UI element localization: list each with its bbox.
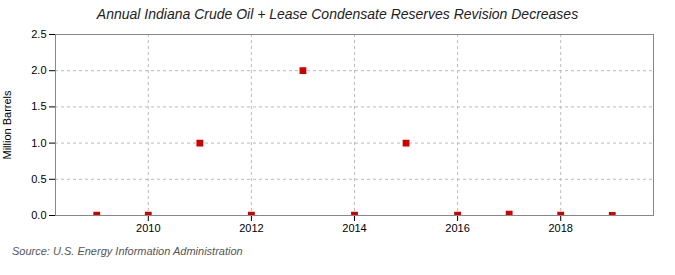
svg-text:2.0: 2.0 [31, 64, 46, 76]
svg-text:0.0: 0.0 [31, 209, 46, 221]
html-text:Source: U.S. Energy Informatio: Source: U.S. Energy Information Administ… [12, 245, 243, 257]
svg-text:2018: 2018 [548, 222, 572, 234]
svg-text:2014: 2014 [342, 222, 366, 234]
html-text:Annual Indiana Crude Oil + Lea: Annual Indiana Crude Oil + Lease Condens… [96, 6, 579, 22]
svg-text:2016: 2016 [445, 222, 469, 234]
svg-text:Million Barrels: Million Barrels [1, 90, 13, 160]
svg-text:1.5: 1.5 [31, 100, 46, 112]
svg-text:2010: 2010 [136, 222, 160, 234]
svg-text:2012: 2012 [239, 222, 263, 234]
svg-text:2.5: 2.5 [31, 28, 46, 40]
svg-text:0.5: 0.5 [31, 173, 46, 185]
svg-text:1.0: 1.0 [31, 137, 46, 149]
